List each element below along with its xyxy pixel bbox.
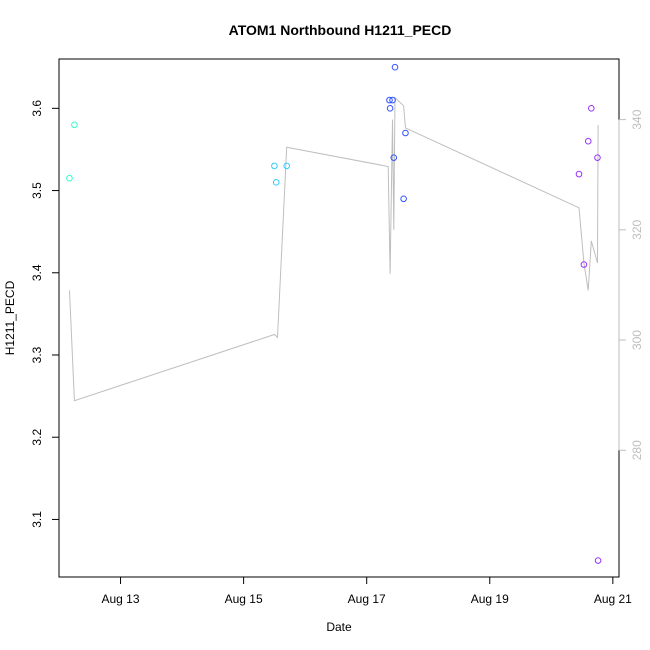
data-point-7 xyxy=(389,96,396,104)
x-tick-label-4: Aug 21 xyxy=(594,592,632,606)
data-point-2 xyxy=(271,162,278,170)
data-point-8 xyxy=(390,154,398,161)
x-axis-label: Date xyxy=(326,620,352,634)
x-tick-label-0: Aug 13 xyxy=(102,592,140,606)
chart-title: ATOM1 Northbound H1211_PECD xyxy=(229,22,452,38)
y2-tick-label-1: 300 xyxy=(630,330,644,350)
secondary-line xyxy=(69,96,599,402)
y-tick-label-5: 3.6 xyxy=(30,100,44,117)
y2-tick-label-3: 340 xyxy=(630,109,644,129)
secondary-series-line xyxy=(69,96,599,402)
data-point-12 xyxy=(575,170,583,178)
data-point-0 xyxy=(66,174,73,182)
data-point-11 xyxy=(402,129,409,137)
data-point-9 xyxy=(391,63,399,71)
data-point-14 xyxy=(584,137,592,145)
x-tick-label-2: Aug 17 xyxy=(348,592,386,606)
y-tick-label-4: 3.5 xyxy=(30,182,44,199)
x-tick-label-3: Aug 19 xyxy=(471,592,509,606)
plot-frame xyxy=(58,58,620,578)
y-axis: 3.1 3.2 3.3 3.4 3.5 3.6 xyxy=(30,100,60,528)
data-point-3 xyxy=(272,179,280,186)
x-tick-label-1: Aug 15 xyxy=(225,592,263,606)
data-point-13 xyxy=(580,261,588,268)
data-point-4 xyxy=(283,162,290,170)
y-tick-label-0: 3.1 xyxy=(30,511,44,528)
y2-axis: 280 300 320 340 xyxy=(618,109,644,460)
data-point-17 xyxy=(594,557,602,564)
y2-tick-label-2: 320 xyxy=(630,219,644,239)
data-point-6 xyxy=(386,105,394,112)
data-points xyxy=(66,63,602,564)
x-axis: Aug 13 Aug 15 Aug 17 Aug 19 Aug 21 xyxy=(102,576,632,606)
data-point-16 xyxy=(594,154,601,161)
y-tick-label-2: 3.3 xyxy=(30,346,44,363)
y2-tick-label-0: 280 xyxy=(630,440,644,460)
data-point-1 xyxy=(71,121,78,129)
data-point-15 xyxy=(588,105,595,112)
y-axis-label: H1211_PECD xyxy=(3,280,17,355)
data-point-5 xyxy=(386,96,393,104)
y-tick-label-3: 3.4 xyxy=(30,264,44,281)
y-tick-label-1: 3.2 xyxy=(30,429,44,446)
data-point-10 xyxy=(400,195,407,203)
